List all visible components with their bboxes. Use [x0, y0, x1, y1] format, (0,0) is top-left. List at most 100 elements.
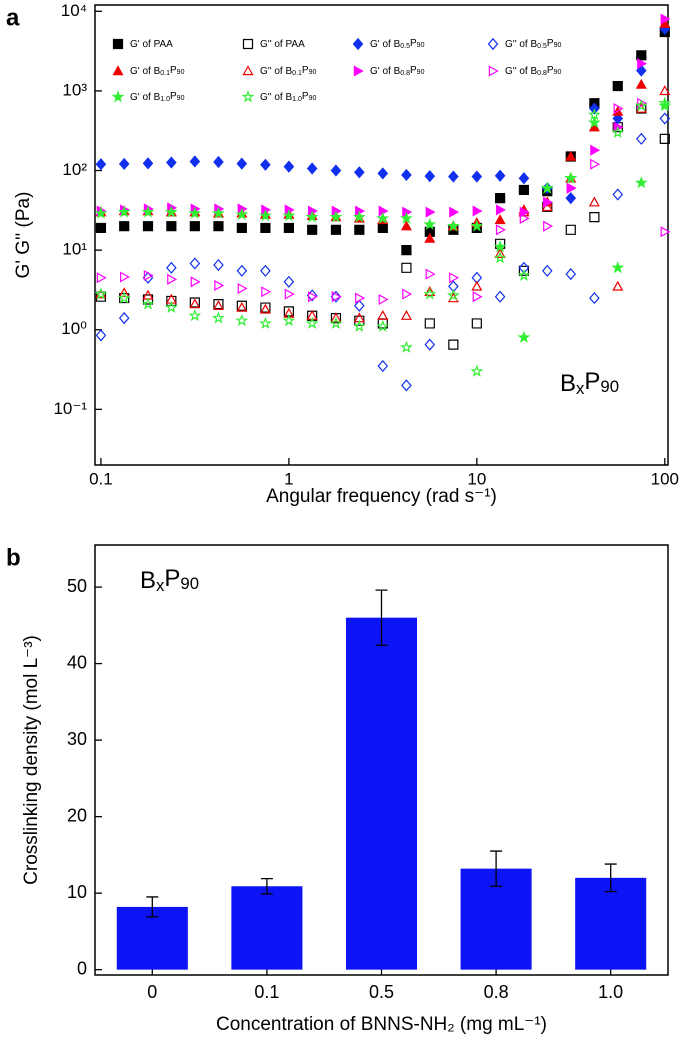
- data-point: [543, 196, 554, 208]
- data-point: [235, 313, 249, 327]
- data-point: [188, 206, 202, 219]
- data-point: [189, 257, 201, 270]
- data-point: [471, 170, 483, 183]
- data-point: [376, 211, 390, 224]
- data-point: [282, 313, 296, 327]
- legend-marker: [242, 65, 254, 76]
- error-bar: [490, 850, 503, 887]
- data-point: [612, 80, 623, 92]
- data-point: [401, 245, 412, 256]
- x-axis-label: Concentration of BNNS-NH₂ (mg mL⁻¹): [216, 1014, 547, 1035]
- data-point: [167, 273, 178, 285]
- data-point: [446, 219, 460, 232]
- data-point: [401, 379, 412, 392]
- data-point: [355, 292, 366, 304]
- data-point: [589, 211, 600, 223]
- data-point: [636, 64, 647, 77]
- legend-label: G'' of B0.5P90: [505, 38, 561, 50]
- data-point: [95, 288, 107, 299]
- y-tick-label: 10⁰: [61, 319, 87, 338]
- data-point: [378, 293, 389, 305]
- x-tick-label: 0.1: [254, 982, 279, 1002]
- data-point: [283, 160, 295, 173]
- data-point: [587, 115, 601, 129]
- data-point: [471, 318, 482, 329]
- y-tick-label: 50: [67, 576, 87, 596]
- data-point: [565, 268, 577, 281]
- data-point: [331, 291, 342, 303]
- data-point: [236, 264, 248, 277]
- data-point: [494, 169, 506, 182]
- data-point: [236, 301, 248, 312]
- data-point: [119, 292, 130, 304]
- data-point: [164, 300, 178, 313]
- data-point: [518, 265, 530, 276]
- data-point: [305, 316, 319, 329]
- data-point: [423, 217, 437, 230]
- data-point: [494, 248, 506, 258]
- y-tick-label: 20: [67, 805, 87, 825]
- data-point: [519, 212, 530, 224]
- y-tick-label: 10⁴: [61, 1, 87, 20]
- data-point: [424, 338, 436, 351]
- y-tick-label: 30: [67, 729, 87, 749]
- legend-label: G'' of B0.8P90: [505, 65, 561, 77]
- legend-marker: [352, 37, 364, 51]
- data-point: [540, 181, 554, 194]
- data-point: [188, 309, 202, 322]
- plot-frame: [94, 4, 669, 466]
- data-point: [95, 222, 107, 234]
- data-point: [213, 155, 224, 169]
- x-tick-label: 100: [651, 469, 679, 488]
- annotation: BxP90: [560, 368, 619, 398]
- x-tick-label: 0.1: [89, 469, 113, 488]
- data-point: [117, 205, 131, 218]
- data-point: [189, 298, 201, 309]
- data-point: [659, 133, 670, 144]
- x-tick-label: 0: [147, 982, 157, 1002]
- data-point: [636, 132, 647, 145]
- data-point: [118, 287, 130, 298]
- legend-marker: [487, 37, 499, 51]
- panel-label: b: [6, 544, 21, 571]
- data-point: [118, 312, 130, 325]
- data-point: [283, 275, 295, 288]
- data-point: [400, 211, 413, 224]
- data-point: [260, 264, 271, 277]
- data-point: [495, 224, 506, 236]
- y-tick-label: 10⁻¹: [53, 399, 87, 418]
- x-tick-label: 0.8: [484, 982, 509, 1002]
- data-point: [471, 280, 483, 291]
- data-point: [424, 170, 436, 183]
- data-point: [282, 209, 296, 222]
- data-point: [261, 286, 272, 298]
- data-point: [166, 221, 177, 232]
- y-axis-label: G' G'' (Pa): [13, 192, 34, 279]
- data-point: [141, 297, 155, 310]
- data-point: [94, 287, 108, 300]
- data-point: [424, 286, 436, 296]
- data-point: [587, 108, 601, 121]
- y-tick-label: 0: [77, 958, 87, 978]
- data-point: [164, 205, 178, 218]
- data-point: [354, 224, 365, 235]
- data-point: [424, 318, 435, 329]
- data-point: [259, 316, 272, 329]
- data-point: [493, 240, 507, 253]
- x-tick-label: 1.0: [598, 982, 623, 1002]
- panel-label: a: [6, 4, 20, 31]
- data-point: [354, 166, 365, 179]
- data-point: [659, 112, 671, 125]
- x-tick-label: 10: [467, 469, 486, 488]
- data-point: [95, 329, 107, 342]
- data-point: [588, 196, 600, 207]
- data-point: [354, 299, 365, 312]
- data-point: [589, 291, 600, 305]
- data-point: [400, 309, 412, 320]
- data-point: [565, 192, 577, 205]
- data-point: [166, 261, 177, 274]
- data-point: [117, 291, 131, 304]
- data-point: [330, 164, 342, 177]
- data-point: [237, 282, 248, 294]
